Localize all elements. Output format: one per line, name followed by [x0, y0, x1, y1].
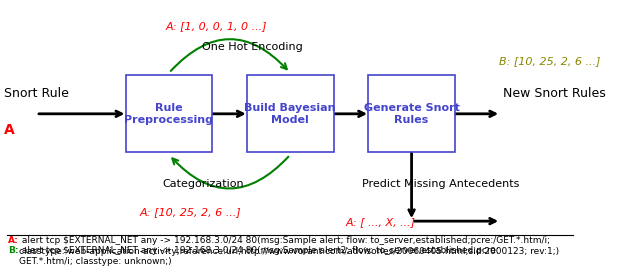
Text: New Snort Rules: New Snort Rules: [503, 87, 605, 100]
Text: Build Bayesian
Model: Build Bayesian Model: [244, 103, 336, 125]
FancyBboxPatch shape: [368, 76, 455, 152]
Text: Snort Rule: Snort Rule: [4, 87, 69, 100]
Text: B:: B:: [8, 246, 19, 255]
Text: A: [ ..., X, ...]: A: [ ..., X, ...]: [345, 218, 415, 228]
Text: Generate Snort
Rules: Generate Snort Rules: [364, 103, 460, 125]
Text: alert tcp $EXTERNAL_NET any -> 192.168.3.0/24 80(msg:Sample alert2; flow: to_ser: alert tcp $EXTERNAL_NET any -> 192.168.3…: [19, 246, 499, 266]
Text: A: A: [4, 123, 15, 137]
Text: One Hot Encoding: One Hot Encoding: [202, 43, 303, 52]
Text: Categorization: Categorization: [162, 179, 244, 189]
Text: A:: A:: [8, 236, 19, 246]
Text: B: [10, 25, 2, 6 ...]: B: [10, 25, 2, 6 ...]: [499, 56, 601, 66]
Text: A: [1, 0, 0, 1, 0 ...]: A: [1, 0, 0, 1, 0 ...]: [166, 21, 268, 31]
Text: Predict Missing Antecedents: Predict Missing Antecedents: [362, 179, 520, 189]
Text: A: [10, 25, 2, 6 ...]: A: [10, 25, 2, 6 ...]: [140, 207, 242, 217]
FancyBboxPatch shape: [125, 76, 212, 152]
FancyBboxPatch shape: [247, 76, 333, 152]
Text: Rule
Preprocessing: Rule Preprocessing: [124, 103, 213, 125]
Text: alert tcp $EXTERNAL_NET any -> 192.168.3.0/24 80(msg:Sample alert; flow: to_serv: alert tcp $EXTERNAL_NET any -> 192.168.3…: [19, 236, 559, 256]
